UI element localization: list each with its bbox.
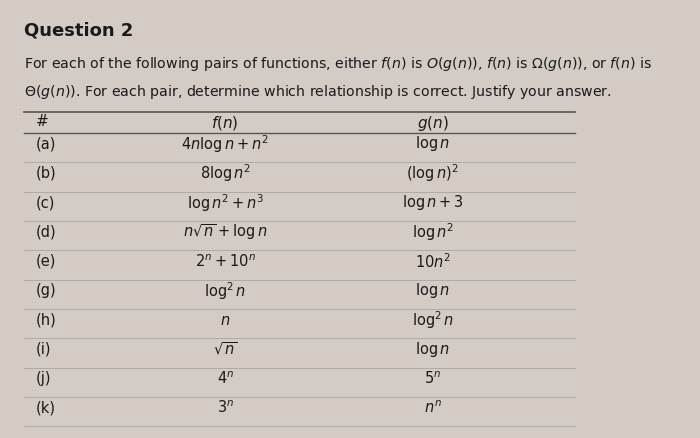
Text: For each of the following pairs of functions, either $f(n)$ is $O(g(n))$, $f(n)$: For each of the following pairs of funct… (24, 55, 652, 73)
Text: $g(n)$: $g(n)$ (416, 114, 449, 133)
Text: #: # (36, 114, 48, 129)
Text: $2^n + 10^n$: $2^n + 10^n$ (195, 253, 256, 270)
Text: $\log n^2 + n^3$: $\log n^2 + n^3$ (187, 192, 264, 214)
Text: (h): (h) (36, 313, 56, 328)
Text: (a): (a) (36, 137, 56, 152)
Text: (b): (b) (36, 166, 56, 181)
Text: $\log n + 3$: $\log n + 3$ (402, 193, 463, 212)
Text: (c): (c) (36, 195, 55, 210)
Text: $(\log n)^2$: $(\log n)^2$ (406, 162, 459, 184)
Text: (j): (j) (36, 371, 51, 386)
Text: $3^n$: $3^n$ (216, 400, 234, 417)
Text: $n$: $n$ (220, 313, 230, 328)
Text: $4n\log n + n^2$: $4n\log n + n^2$ (181, 133, 270, 155)
Text: $8\log n^2$: $8\log n^2$ (199, 162, 251, 184)
Text: $\Theta(g(n))$. For each pair, determine which relationship is correct. Justify : $\Theta(g(n))$. For each pair, determine… (24, 83, 612, 101)
Text: $\log^2 n$: $\log^2 n$ (204, 280, 246, 302)
Text: $\log n$: $\log n$ (415, 340, 450, 359)
Text: (i): (i) (36, 342, 51, 357)
Text: (e): (e) (36, 254, 56, 269)
Text: $10n^2$: $10n^2$ (414, 252, 451, 271)
Text: (k): (k) (36, 401, 55, 416)
Text: $\log^2 n$: $\log^2 n$ (412, 309, 454, 331)
Text: $n\sqrt{n} + \log n$: $n\sqrt{n} + \log n$ (183, 222, 267, 242)
Text: (g): (g) (36, 283, 56, 298)
Text: $\log n^2$: $\log n^2$ (412, 221, 454, 243)
Text: (d): (d) (36, 225, 56, 240)
Text: $f(n)$: $f(n)$ (211, 114, 239, 132)
Text: $4^n$: $4^n$ (216, 371, 234, 387)
Text: $\log n$: $\log n$ (415, 134, 450, 153)
Text: $5^n$: $5^n$ (424, 371, 441, 387)
Text: Question 2: Question 2 (24, 22, 133, 40)
Text: $\sqrt{n}$: $\sqrt{n}$ (213, 341, 237, 358)
Text: $n^n$: $n^n$ (424, 400, 442, 417)
Text: $\log n$: $\log n$ (415, 281, 450, 300)
